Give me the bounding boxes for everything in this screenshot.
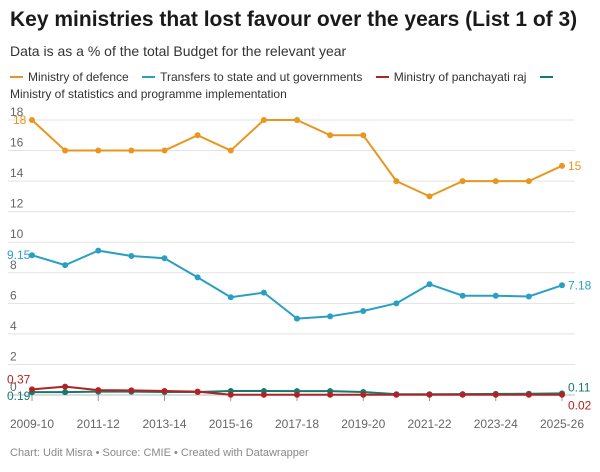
y-tick-label: 18: [10, 105, 24, 119]
data-point-defence: [360, 132, 367, 139]
data-point-defence: [227, 147, 234, 154]
data-point-defence: [459, 178, 466, 185]
data-point-panchayati: [393, 391, 400, 398]
chart-footer: Chart: Udit Misra • Source: CMIE • Creat…: [10, 447, 309, 459]
legend-label-defence: Ministry of defence: [28, 70, 129, 84]
x-tick-label: 2017-18: [275, 417, 319, 431]
start-label-transfers: 9.15: [7, 248, 31, 262]
start-label-panchayati: 0.37: [7, 372, 31, 386]
legend-swatch-statistics: [539, 75, 553, 78]
data-point-transfers: [360, 307, 367, 314]
x-tick-label: 2025-26: [540, 417, 584, 431]
y-tick-label: 4: [10, 319, 17, 333]
data-point-defence: [294, 117, 300, 123]
data-point-defence: [62, 147, 69, 154]
end-label-transfers: 7.18: [568, 278, 592, 292]
series-line-transfers: [31, 249, 563, 320]
data-point-transfers: [393, 300, 400, 307]
data-point-defence: [161, 147, 168, 154]
data-point-transfers: [194, 274, 201, 281]
legend-label-statistics: Ministry of statistics and programme imp…: [10, 87, 287, 101]
y-tick-label: 2: [10, 349, 17, 363]
data-point-transfers: [29, 252, 35, 259]
data-point-panchayati: [62, 383, 69, 390]
data-point-defence: [525, 178, 532, 185]
data-point-defence: [559, 162, 565, 169]
data-point-panchayati: [459, 391, 466, 398]
data-point-panchayati: [161, 388, 168, 395]
x-tick-label: 2013-14: [142, 417, 186, 431]
data-point-defence: [426, 193, 433, 200]
legend-label-panchayati: Ministry of panchayati raj: [393, 70, 527, 84]
data-point-defence: [393, 178, 400, 185]
data-point-transfers: [161, 255, 168, 262]
y-tick-label: 10: [10, 227, 24, 241]
legend-item-panchayati: Ministry of panchayati raj: [375, 70, 527, 84]
x-tick-label: 2009-10: [10, 417, 54, 431]
data-point-defence: [327, 132, 334, 139]
y-tick-label: 16: [10, 136, 24, 150]
start-label-statistics: 0.19: [7, 389, 31, 403]
end-label-defence: 15: [568, 159, 582, 173]
data-point-panchayati: [559, 391, 565, 398]
x-tick-label: 2019-20: [341, 417, 385, 431]
x-tick-label: 2011-12: [77, 417, 120, 431]
y-tick-label: 14: [10, 166, 24, 180]
data-point-transfers: [294, 315, 300, 322]
end-label-panchayati: 0.02: [568, 399, 592, 413]
data-point-statistics: [62, 389, 69, 396]
legend-swatch-defence: [10, 75, 23, 78]
data-point-panchayati: [227, 391, 234, 398]
data-point-panchayati: [29, 386, 35, 393]
legend-item-transfers: Transfers to state and ut governments: [142, 70, 362, 84]
chart-subtitle: Data is as a % of the total Budget for t…: [10, 43, 347, 59]
data-point-panchayati: [294, 391, 300, 398]
data-point-panchayati: [426, 391, 433, 398]
chart-title: Key ministries that lost favour over the…: [10, 8, 578, 31]
x-tick-label: 2015-16: [209, 417, 253, 431]
data-point-transfers: [327, 313, 334, 320]
data-point-panchayati: [327, 391, 334, 398]
data-point-transfers: [128, 252, 135, 259]
data-point-transfers: [62, 262, 69, 269]
data-point-defence: [260, 117, 267, 123]
legend-item-defence: Ministry of defence: [10, 70, 129, 84]
data-point-transfers: [95, 247, 102, 254]
x-tick-label: 2023-24: [474, 417, 518, 431]
end-label-statistics: 0.11: [568, 380, 591, 394]
data-point-panchayati: [128, 387, 135, 394]
data-point-panchayati: [194, 388, 201, 395]
data-point-defence: [29, 117, 35, 123]
legend-swatch-transfers: [142, 75, 156, 78]
data-point-transfers: [260, 289, 267, 296]
data-point-defence: [128, 147, 135, 154]
data-point-defence: [194, 132, 201, 139]
data-point-panchayati: [95, 387, 102, 394]
start-label-defence: 18: [13, 113, 27, 127]
data-point-transfers: [227, 294, 234, 301]
data-point-defence: [95, 147, 102, 154]
data-point-panchayati: [525, 391, 532, 398]
y-tick-label: 0: [10, 380, 17, 394]
legend: Ministry of defence Transfers to state a…: [10, 69, 595, 103]
x-tick-label: 2021-22: [407, 417, 451, 431]
data-point-transfers: [492, 292, 499, 299]
legend-label-transfers: Transfers to state and ut governments: [160, 70, 363, 84]
data-point-transfers: [426, 281, 433, 288]
y-tick-label: 8: [10, 258, 17, 272]
data-point-transfers: [459, 292, 466, 299]
data-point-transfers: [559, 282, 565, 289]
y-tick-label: 6: [10, 288, 17, 302]
legend-swatch-panchayati: [375, 75, 389, 78]
data-point-panchayati: [260, 391, 267, 398]
y-tick-label: 12: [10, 197, 24, 211]
data-point-transfers: [525, 293, 532, 300]
data-point-defence: [492, 178, 499, 185]
legend-item-statistics: Ministry of statistics and programme imp…: [10, 70, 558, 101]
series-line-defence: [31, 119, 563, 198]
data-point-panchayati: [360, 391, 367, 398]
data-point-panchayati: [492, 391, 499, 398]
